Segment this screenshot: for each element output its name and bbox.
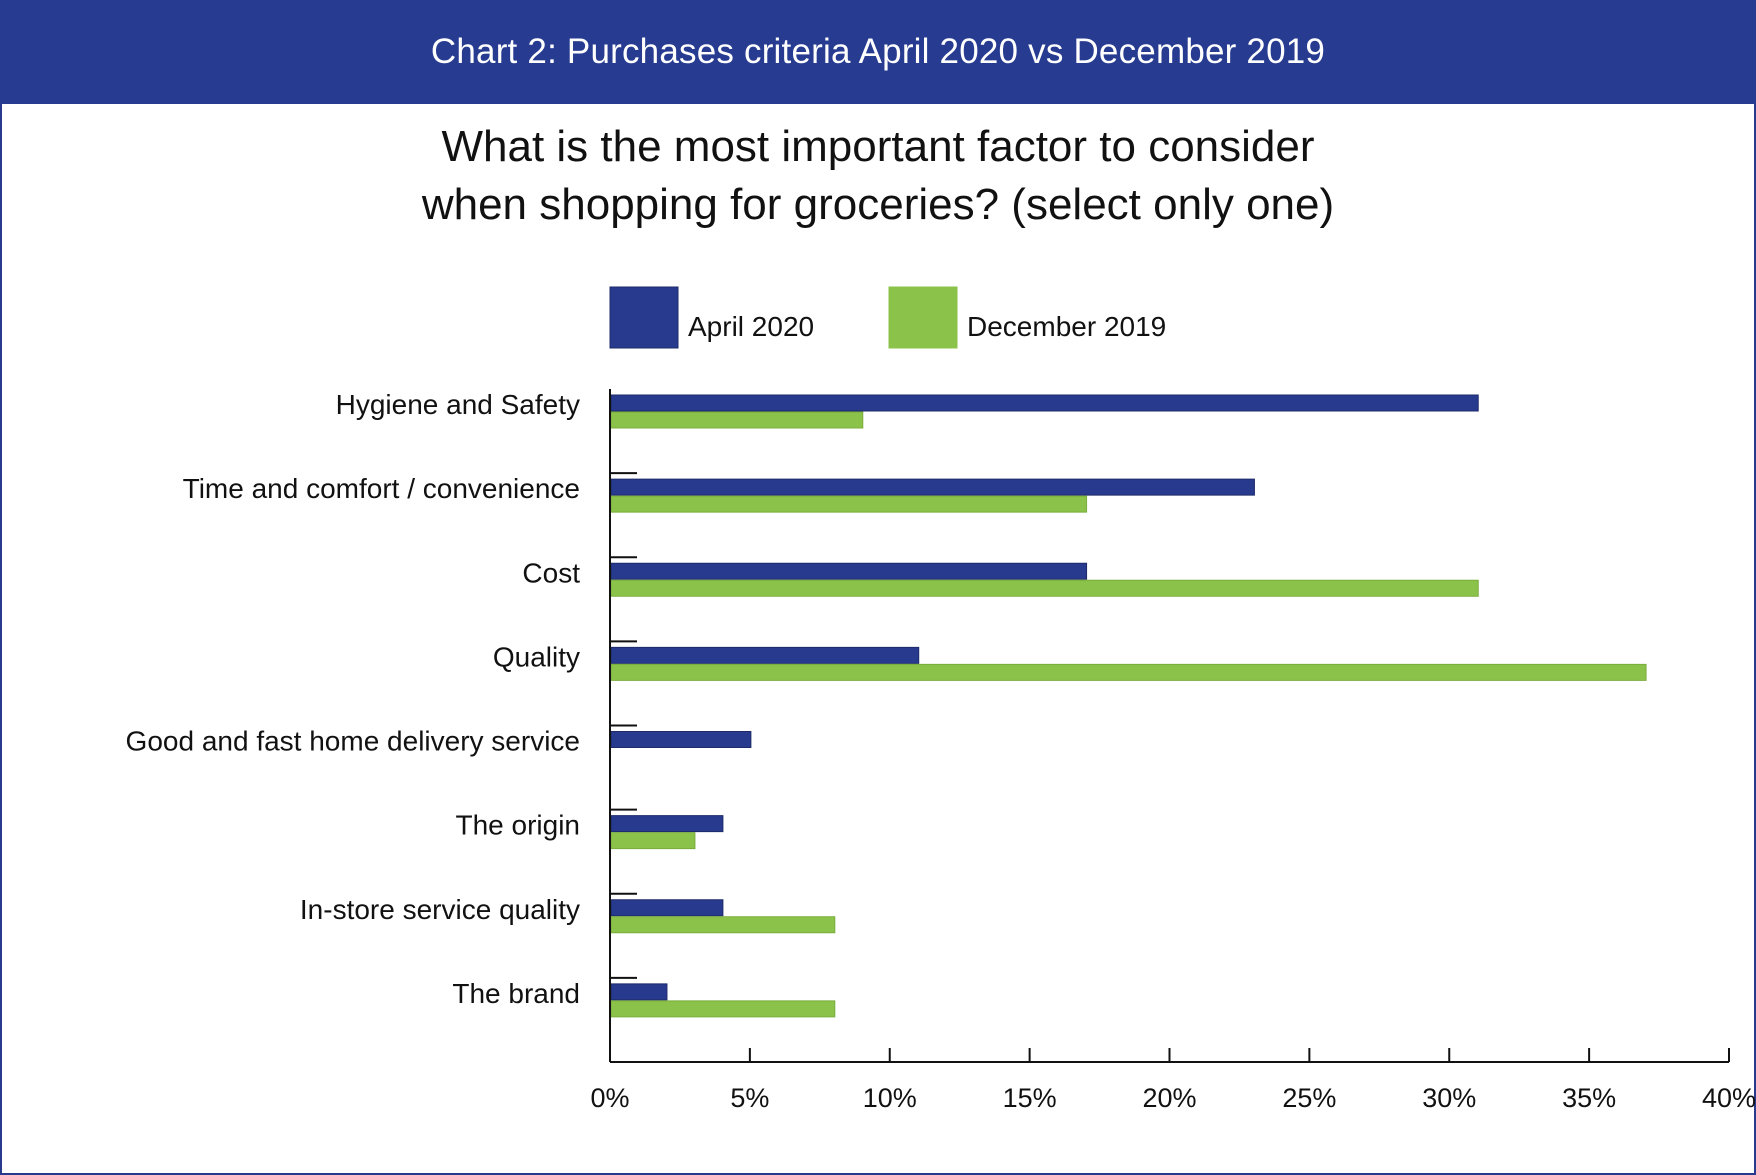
bar-april-2020-6	[610, 815, 724, 833]
category-label: The origin	[455, 810, 580, 841]
x-tick-label: 30%	[1422, 1083, 1476, 1113]
bar-april-2020-5	[610, 731, 752, 748]
bar-december-2019-7	[610, 916, 836, 934]
legend: April 2020 December 2019	[609, 286, 1166, 349]
x-tick-label: 15%	[1003, 1083, 1057, 1113]
chart-title: Chart 2: Purchases criteria April 2020 v…	[430, 32, 1326, 71]
x-tick-label: 35%	[1562, 1083, 1616, 1113]
category-label: In-store service quality	[300, 894, 580, 925]
category-label: Hygiene and Safety	[336, 389, 580, 420]
bar-december-2019-2	[610, 495, 1088, 513]
bar-december-2019-6	[610, 832, 696, 850]
bars	[610, 394, 1647, 1018]
bar-december-2019-3	[610, 579, 1479, 597]
chart-question: What is the most important factor to con…	[0, 118, 1756, 234]
category-label: Cost	[522, 557, 580, 588]
legend-label: April 2020	[688, 311, 814, 342]
x-tick-label: 40%	[1702, 1083, 1756, 1113]
x-tick-label: 10%	[863, 1083, 917, 1113]
bar-april-2020-4	[610, 646, 920, 664]
category-label: Good and fast home delivery service	[126, 726, 580, 757]
bar-april-2020-8	[610, 983, 668, 1001]
bar-april-2020-3	[610, 562, 1088, 580]
bar-april-2020-2	[610, 478, 1255, 496]
legend-swatch-april-2020	[609, 286, 679, 349]
category-labels: Hygiene and Safety Time and comfort / con…	[126, 389, 581, 1009]
question-line-2: when shopping for groceries? (select onl…	[421, 180, 1335, 229]
bar-april-2020-1	[610, 394, 1479, 412]
legend-swatch-december-2019	[888, 286, 958, 349]
question-line-1: What is the most important factor to con…	[441, 122, 1315, 171]
x-tick-label: 25%	[1282, 1083, 1336, 1113]
category-label: Time and comfort / convenience	[183, 473, 580, 504]
x-tick-label: 20%	[1142, 1083, 1196, 1113]
category-label: The brand	[452, 978, 580, 1009]
x-tick-label: 0%	[590, 1083, 629, 1113]
bar-december-2019-4	[610, 663, 1647, 681]
chart-header: Chart 2: Purchases criteria April 2020 v…	[0, 0, 1756, 104]
axes	[609, 389, 1730, 1063]
tick-labels: 0% 5% 10% 15% 20% 25% 30% 35% 40%	[590, 1083, 1756, 1113]
bar-december-2019-1	[610, 411, 864, 429]
x-tick-label: 5%	[730, 1083, 769, 1113]
legend-label: December 2019	[967, 311, 1166, 342]
bar-december-2019-8	[610, 1000, 836, 1018]
category-label: Quality	[493, 641, 580, 672]
bar-april-2020-7	[610, 899, 724, 917]
